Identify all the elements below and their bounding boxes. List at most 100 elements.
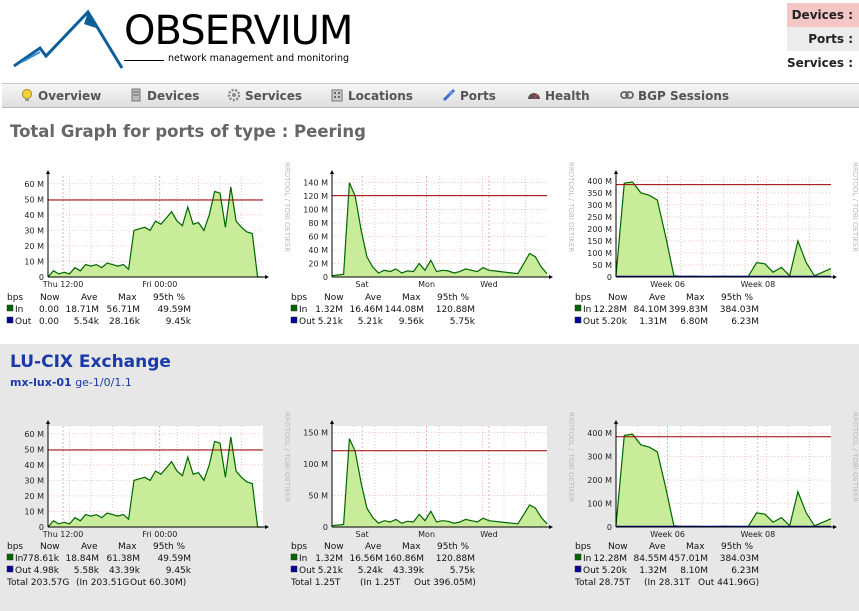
- legend-header: Max: [402, 293, 421, 303]
- legend-value: 56.71M: [106, 305, 140, 315]
- y-axis-arrow: [46, 170, 50, 174]
- building-icon: [331, 89, 343, 102]
- legend-series-name: In: [15, 305, 23, 315]
- y-tick-label: 30 M: [24, 226, 44, 235]
- legend-value: 1.32M: [315, 305, 343, 315]
- y-tick-label: 300 M: [587, 201, 612, 210]
- legend-series-name: Out: [583, 317, 600, 327]
- nav-ports-label: Ports: [460, 89, 496, 103]
- legend-header: Max: [118, 293, 137, 303]
- x-tick-label: Sat: [356, 280, 369, 289]
- y-axis-arrow: [330, 170, 334, 174]
- legend-swatch-out: [6, 316, 14, 324]
- legend-swatch-in: [290, 304, 298, 312]
- y-tick-label: 350 M: [587, 189, 612, 198]
- x-tick-label: Fri 00:00: [142, 280, 177, 289]
- devices-stat[interactable]: Devices :: [787, 3, 859, 27]
- nav-devices[interactable]: Devices: [129, 84, 199, 108]
- y-tick-label: 10 M: [24, 257, 44, 266]
- legend-swatch-in: [6, 304, 14, 312]
- y-tick-label: 60 M: [24, 180, 44, 189]
- legend-value: 84.10M: [633, 305, 667, 315]
- legend-header: bps: [291, 293, 307, 303]
- legend-value: 399.83M: [669, 305, 708, 315]
- device-link[interactable]: mx-lux-01: [10, 376, 72, 389]
- nav-health-label: Health: [545, 89, 590, 103]
- nav-services[interactable]: Services: [227, 84, 302, 108]
- nav-overview-label: Overview: [38, 89, 102, 103]
- legend-value: 5.21k: [318, 317, 344, 327]
- legend-value: 5.54k: [74, 317, 100, 327]
- legend-value: 18.71M: [65, 305, 99, 315]
- legend-swatch-out: [574, 316, 582, 324]
- legend-value: 12.28M: [593, 305, 627, 315]
- y-tick-label: 80 M: [308, 219, 328, 228]
- services-stat[interactable]: Services :: [787, 56, 854, 70]
- series-in-area: [616, 182, 831, 277]
- plot-area: [332, 176, 547, 277]
- x-tick-label: Mon: [418, 280, 435, 289]
- ports-stat[interactable]: Ports :: [787, 27, 859, 51]
- plug-icon: [442, 88, 456, 102]
- x-axis-arrow: [265, 275, 269, 279]
- section-title[interactable]: LU-CIX Exchange: [10, 352, 171, 372]
- nav-locations-label: Locations: [348, 89, 413, 103]
- legend-header: Max: [686, 293, 705, 303]
- series-in-line: [615, 181, 832, 278]
- brand-name: OBSERVIUM: [124, 8, 353, 54]
- nav-devices-label: Devices: [147, 89, 200, 103]
- legend-header: Now: [40, 293, 60, 303]
- legend-series-name: In: [583, 305, 591, 315]
- legend-value: 5.21k: [358, 317, 384, 327]
- header: OBSERVIUM network management and monitor…: [0, 0, 859, 80]
- y-axis-arrow: [614, 170, 618, 174]
- y-tick-label: 50 M: [592, 261, 612, 270]
- legend-header: Now: [324, 293, 344, 303]
- observium-logo[interactable]: [10, 6, 130, 76]
- legend-value: 0.00: [39, 305, 59, 315]
- y-tick-label: 40 M: [24, 211, 44, 220]
- legend-header: Ave: [81, 293, 98, 303]
- section-port-line: mx-lux-01 ge-1/0/1.1: [10, 376, 132, 389]
- y-tick-label: 400 M: [587, 177, 612, 186]
- legend-header: Ave: [649, 293, 666, 303]
- y-tick-label: 100 M: [303, 206, 328, 215]
- nav-services-label: Services: [245, 89, 303, 103]
- y-tick-label: 140 M: [303, 179, 328, 188]
- nav-locations[interactable]: Locations: [330, 84, 413, 108]
- nav-ports[interactable]: Ports: [442, 84, 496, 108]
- legend-value: 5.20k: [602, 317, 628, 327]
- nav-bgp-sessions[interactable]: BGP Sessions: [620, 84, 729, 108]
- y-tick-label: 60 M: [308, 233, 328, 242]
- lightbulb-icon: [22, 89, 32, 101]
- port-name[interactable]: ge-1/0/1.1: [75, 376, 132, 389]
- legend-header: 95th %: [153, 293, 186, 303]
- legend-value: 9.45k: [166, 317, 192, 327]
- legend-series-name: Out: [299, 317, 316, 327]
- y-tick-label: 40 M: [308, 246, 328, 255]
- stats-panel: Devices : Ports : Services :: [787, 3, 859, 75]
- legend-header: Ave: [365, 293, 382, 303]
- y-tick-label: 120 M: [303, 192, 328, 201]
- legend-swatch-in: [574, 304, 582, 312]
- y-tick-label: 0: [323, 273, 328, 282]
- legend-value: 120.88M: [436, 305, 475, 315]
- page-title: Total Graph for ports of type : Peering: [10, 122, 366, 141]
- legend-header: bps: [575, 293, 591, 303]
- server-icon: [131, 88, 141, 102]
- plot-area: [48, 176, 263, 277]
- series-in-line: [331, 182, 548, 277]
- legend-swatch-out: [290, 316, 298, 324]
- nav-health[interactable]: Health: [527, 84, 590, 108]
- link-icon: [620, 91, 634, 99]
- rrdtool-watermark: RRDTOOL / TOBI OETIKER: [567, 162, 575, 252]
- legend-value: 1.31M: [639, 317, 667, 327]
- y-tick-label: 20 M: [308, 260, 328, 269]
- y-tick-label: 20 M: [24, 242, 44, 251]
- legend-value: 384.03M: [720, 305, 759, 315]
- legend-value: 6.80M: [680, 317, 708, 327]
- series-in-area: [48, 186, 263, 277]
- legend-header: Now: [608, 293, 628, 303]
- nav-overview[interactable]: Overview: [20, 84, 101, 108]
- y-tick-label: 100 M: [587, 249, 612, 258]
